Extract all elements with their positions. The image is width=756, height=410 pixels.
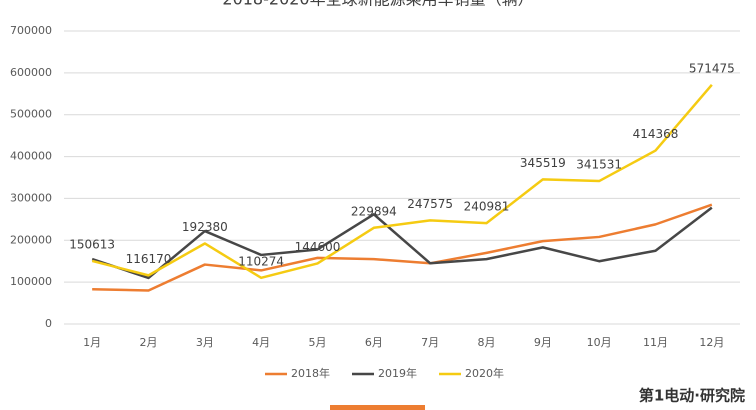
data-label: 240981	[464, 200, 510, 214]
data-label: 345519	[520, 156, 566, 170]
y-tick-label: 300000	[10, 191, 52, 204]
x-tick-label: 4月	[252, 336, 270, 349]
legend-label: 2019年	[378, 366, 417, 380]
data-label: 247575	[407, 197, 453, 211]
y-tick-label: 500000	[10, 108, 52, 121]
data-label: 341531	[576, 158, 622, 172]
chart-title: 2018-2020年全球新能源乘用车销量（辆）	[222, 0, 533, 9]
x-tick-label: 2月	[140, 336, 158, 349]
data-label: 192380	[182, 220, 228, 234]
y-tick-label: 100000	[10, 275, 52, 288]
legend-label: 2020年	[465, 366, 504, 380]
brand: 第1电动·研究院	[639, 387, 745, 405]
x-tick-label: 7月	[421, 336, 439, 349]
data-label: 110274	[238, 254, 284, 268]
x-tick-label: 6月	[365, 336, 383, 349]
data-label: 144600	[295, 240, 341, 254]
x-tick-label: 1月	[83, 336, 101, 349]
series-line	[92, 203, 713, 292]
x-tick-label: 8月	[478, 336, 496, 349]
legend-label: 2018年	[291, 366, 330, 380]
y-tick-label: 600000	[10, 66, 52, 79]
data-label: 150613	[69, 237, 115, 251]
series-line	[91, 83, 713, 280]
data-label: 229894	[351, 204, 397, 218]
y-tick-label: 200000	[10, 233, 52, 246]
data-label: 414368	[633, 127, 679, 141]
x-tick-label: 3月	[196, 336, 214, 349]
x-tick-label: 11月	[643, 336, 668, 349]
x-tick-label: 5月	[309, 336, 327, 349]
y-tick-label: 400000	[10, 150, 52, 163]
x-tick-label: 9月	[534, 336, 552, 349]
data-label: 116170	[126, 252, 172, 266]
series-line	[91, 206, 713, 280]
y-tick-label: 700000	[10, 24, 52, 37]
x-tick-label: 10月	[587, 336, 612, 349]
decor-bar	[330, 405, 425, 410]
y-tick-label: 0	[45, 317, 52, 330]
data-label: 571475	[689, 61, 735, 75]
x-tick-label: 12月	[699, 336, 724, 349]
